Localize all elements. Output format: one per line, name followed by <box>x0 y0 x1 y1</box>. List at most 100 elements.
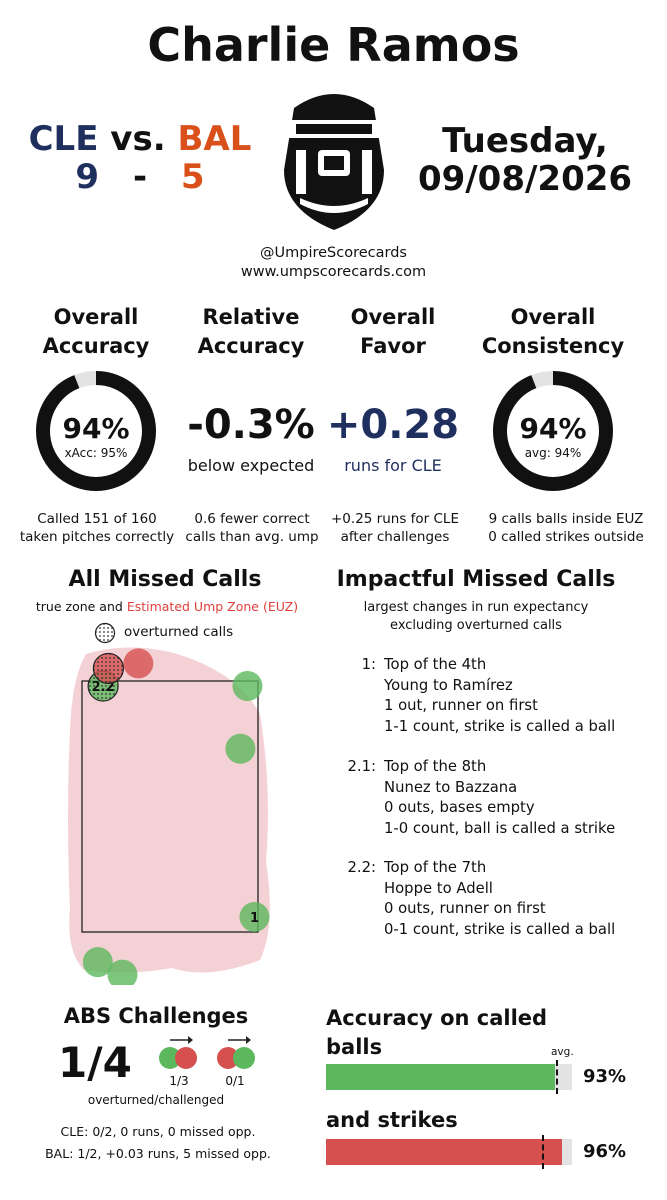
accuracy-value: 94% <box>62 412 130 445</box>
favor-title-2: Favor <box>360 334 426 358</box>
abs-bal-line: BAL: 1/2, +0.03 runs, 5 missed opp. <box>45 1146 271 1161</box>
subtitle-prefix: true zone and <box>35 599 127 614</box>
accuracy-desc-2: taken pitches correctly <box>19 529 175 545</box>
impactful-title: Impactful Missed Calls <box>336 567 616 592</box>
relative-sub: below expected <box>187 456 315 475</box>
relative-value: -0.3% <box>187 402 315 448</box>
strikes-value: 96% <box>583 1141 627 1162</box>
social-handle: @UmpireScorecards <box>260 245 407 261</box>
balls-bar-fill <box>326 1064 555 1090</box>
relative-title-1: Relative <box>202 305 300 329</box>
consistency-avg: avg: 94% <box>524 446 582 460</box>
called-title-2: balls <box>326 1035 383 1059</box>
relative-desc-1: 0.6 fewer correct <box>194 511 310 527</box>
consistency-title-2: Consistency <box>481 334 625 358</box>
away-team: CLE <box>28 119 99 159</box>
called-title: Accuracy on called balls <box>326 1004 646 1062</box>
accuracy-desc: Called 151 of 160 taken pitches correctl… <box>2 510 192 546</box>
relative-desc: 0.6 fewer correct calls than avg. ump <box>172 510 332 546</box>
accuracy-desc-1: Called 151 of 160 <box>37 511 157 527</box>
consistency-desc: 9 calls balls inside EUZ 0 called strike… <box>470 510 662 546</box>
strikes-bar-track <box>326 1135 572 1169</box>
strikes-title: and strikes <box>326 1108 458 1132</box>
missed-call-point <box>82 947 113 978</box>
impactful-subtitle-2: excluding overturned calls <box>390 618 562 633</box>
impactful-call-1: 1: Top of the 4th Young to Ramírez 1 out… <box>340 655 660 737</box>
abs-challenge-icons <box>159 1036 255 1069</box>
teams-score: CLE vs. BAL 9 - 5 <box>20 120 260 196</box>
favor-desc-1: +0.25 runs for CLE <box>331 511 459 527</box>
teams-line: CLE vs. BAL <box>20 120 260 158</box>
relative-title-2: Accuracy <box>197 334 305 358</box>
consistency-title: Overall Consistency <box>468 303 638 361</box>
call-2-matchup: Nunez to Bazzana <box>384 778 518 796</box>
call-2-inning: Top of the 8th <box>384 758 487 775</box>
accuracy-ring-arc <box>36 371 156 491</box>
strike-to-ball-ratio: 1/3 <box>169 1074 189 1088</box>
missed-call-point <box>232 671 263 702</box>
accuracy-title-2: Accuracy <box>42 334 150 358</box>
balls-avg-marker <box>556 1060 558 1094</box>
abs-cle-line: CLE: 0/2, 0 runs, 0 missed opp. <box>60 1124 256 1139</box>
impactful-call-2: 2.1: Top of the 8th Nunez to Bazzana 0 o… <box>340 757 660 839</box>
missed-call-label: 1 <box>250 911 259 926</box>
strike-zone-plot: 2.212.1 <box>68 647 270 985</box>
score-dash: - <box>132 157 148 197</box>
favor-desc-2: after challenges <box>340 529 450 545</box>
vs-label: vs. <box>110 119 166 159</box>
accuracy-ring <box>36 371 156 491</box>
consistency-ring-arc <box>493 371 613 491</box>
consistency-ring <box>493 371 613 491</box>
call-2-num: 2.1: <box>347 758 376 775</box>
accuracy-title-1: Overall <box>53 305 139 329</box>
missed-calls-title: All Missed Calls <box>68 567 262 592</box>
abs-title: ABS Challenges <box>63 1004 249 1028</box>
date-value: 09/08/2026 <box>417 159 633 199</box>
consistency-desc-1: 9 calls balls inside EUZ <box>488 511 644 527</box>
game-date: Tuesday, 09/08/2026 <box>400 122 650 198</box>
subtitle-euz: Estimated Ump Zone (EUZ) <box>126 599 299 614</box>
abs-big-value: 1/4 <box>58 1038 132 1087</box>
overturned-legend-icon <box>94 622 116 644</box>
favor-value: +0.28 <box>326 402 460 448</box>
balls-value: 93% <box>583 1066 627 1087</box>
home-team: BAL <box>177 119 252 159</box>
favor-title-1: Overall <box>350 305 436 329</box>
accuracy-xacc: xAcc: 95% <box>64 446 128 460</box>
impactful-call-3: 2.2: Top of the 7th Hoppe to Adell 0 out… <box>340 858 660 940</box>
call-2-count: 1-0 count, ball is called a strike <box>384 819 616 837</box>
date-weekday: Tuesday, <box>442 121 608 161</box>
abs-caption: overturned/challenged <box>87 1093 225 1107</box>
favor-sub: runs for CLE <box>344 456 442 475</box>
away-score: 9 <box>75 157 100 197</box>
true-zone <box>81 680 259 933</box>
avg-label: avg. <box>551 1046 574 1058</box>
impactful-subtitle-1: largest changes in run expectancy <box>363 600 589 615</box>
balls-bar-track <box>326 1060 572 1094</box>
missed-calls-subtitle: true zone and Estimated Ump Zone (EUZ) <box>0 599 334 614</box>
missed-call-point: 1 <box>239 901 270 932</box>
website-link[interactable]: www.umpscorecards.com <box>240 264 427 280</box>
strikes-avg-marker <box>542 1135 545 1169</box>
call-1-count: 1-1 count, strike is called a ball <box>384 717 616 735</box>
missed-call-point <box>225 733 256 764</box>
call-3-inning: Top of the 7th <box>384 859 487 876</box>
umpire-mask-icon <box>282 94 386 230</box>
missed-call-point <box>92 652 125 685</box>
social-info: @UmpireScorecards www.umpscorecards.com <box>0 244 667 282</box>
ball-to-strike-icon <box>217 1036 255 1069</box>
call-3-num: 2.2: <box>347 859 376 876</box>
euz-shape <box>68 647 270 973</box>
call-2-situation: 0 outs, bases empty <box>384 799 535 816</box>
consistency-desc-2: 0 called strikes outside <box>488 529 644 545</box>
home-score: 5 <box>180 157 205 197</box>
call-3-matchup: Hoppe to Adell <box>384 879 493 897</box>
strikes-bar-fill <box>326 1139 563 1165</box>
favor-title: Overall Favor <box>318 303 468 361</box>
relative-title: Relative Accuracy <box>166 303 336 361</box>
relative-desc-2: calls than avg. ump <box>185 529 319 545</box>
call-1-inning: Top of the 4th <box>384 656 487 673</box>
score-line: 9 - 5 <box>20 158 260 196</box>
call-1-matchup: Young to Ramírez <box>384 676 513 694</box>
called-title-1: Accuracy on called <box>326 1006 548 1030</box>
